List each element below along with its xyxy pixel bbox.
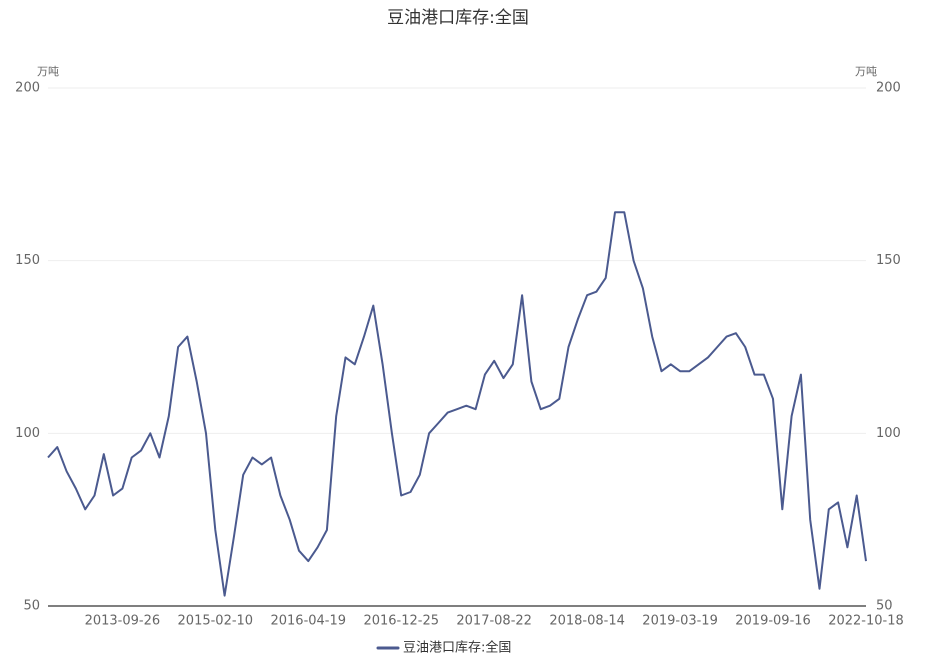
x-tick-label: 2017-08-22 bbox=[456, 614, 532, 629]
x-tick-label: 2022-10-18 bbox=[828, 614, 904, 629]
chart-title: 豆油港口库存:全国 bbox=[387, 8, 529, 28]
x-tick-label: 2016-12-25 bbox=[363, 614, 439, 629]
y2-unit: 万吨 bbox=[855, 65, 877, 78]
x-tick-label: 2018-08-14 bbox=[549, 614, 625, 629]
x-tick-label: 2019-03-19 bbox=[642, 614, 718, 629]
y2-tick-label: 150 bbox=[876, 253, 901, 268]
x-tick-label: 2019-09-16 bbox=[735, 614, 811, 629]
y-tick-label: 50 bbox=[23, 599, 40, 614]
y2-tick-label: 200 bbox=[876, 81, 901, 96]
y-tick-label: 100 bbox=[15, 426, 40, 441]
y-tick-label: 200 bbox=[15, 81, 40, 96]
series-line bbox=[47, 211, 867, 597]
x-tick-label: 2016-04-19 bbox=[270, 614, 346, 629]
x-tick-label: 2013-09-26 bbox=[85, 614, 161, 629]
y2-tick-label: 50 bbox=[876, 599, 893, 614]
x-tick-label: 2015-02-10 bbox=[178, 614, 254, 629]
legend-label: 豆油港口库存:全国 bbox=[403, 640, 511, 656]
y-tick-label: 150 bbox=[15, 253, 40, 268]
y2-tick-label: 100 bbox=[876, 426, 901, 441]
y-unit: 万吨 bbox=[37, 65, 59, 78]
